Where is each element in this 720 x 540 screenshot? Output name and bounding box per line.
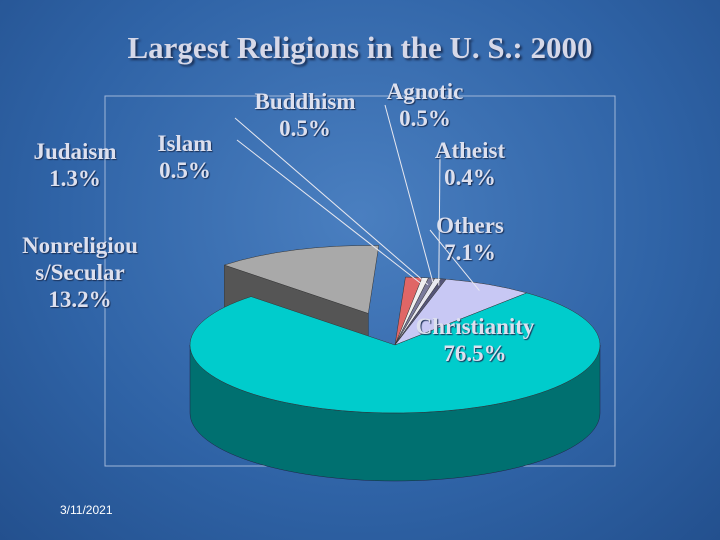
value-label: 76.5%: [443, 341, 507, 366]
leader-line: [236, 139, 423, 285]
legend-label: Atheist: [434, 138, 506, 163]
pie-slice: [189, 292, 601, 414]
value-label: 0.4%: [444, 165, 496, 190]
value-label: 0.5%: [399, 106, 451, 131]
value-label: 7.1%: [444, 240, 496, 265]
legend-label: Christianity: [415, 314, 535, 339]
slice-label: Buddhism 0.5%: [250, 88, 360, 142]
legend-label: Agnotic: [386, 79, 464, 104]
leader-line: [234, 117, 429, 286]
slice-label: Agnotic 0.5%: [375, 78, 475, 132]
legend-label: Buddhism: [254, 89, 356, 114]
slice-label: Atheist 0.4%: [420, 137, 520, 191]
legend-label: Others: [436, 213, 504, 238]
slice-label: Islam 0.5%: [145, 130, 225, 184]
value-label: 1.3%: [49, 166, 101, 191]
footer-date: 3/11/2021: [60, 503, 113, 517]
value-label: 0.5%: [279, 116, 331, 141]
slice-label: Judaism 1.3%: [20, 138, 130, 192]
legend-label: Islam: [157, 131, 213, 156]
leader-line: [438, 154, 441, 286]
leader-line: [429, 229, 480, 291]
leader-line: [384, 104, 435, 286]
slice-label: Others 7.1%: [420, 212, 520, 266]
chart-title: Largest Religions in the U. S.: 2000: [127, 30, 593, 65]
legend-label: Nonreligious/Secular: [22, 233, 138, 285]
legend-label: Judaism: [33, 139, 117, 164]
value-label: 13.2%: [48, 287, 112, 312]
slice-label: Christianity 76.5%: [395, 313, 555, 367]
pie-slice: [223, 245, 380, 314]
value-label: 0.5%: [159, 158, 211, 183]
slice-label: Nonreligious/Secular 13.2%: [10, 232, 150, 313]
